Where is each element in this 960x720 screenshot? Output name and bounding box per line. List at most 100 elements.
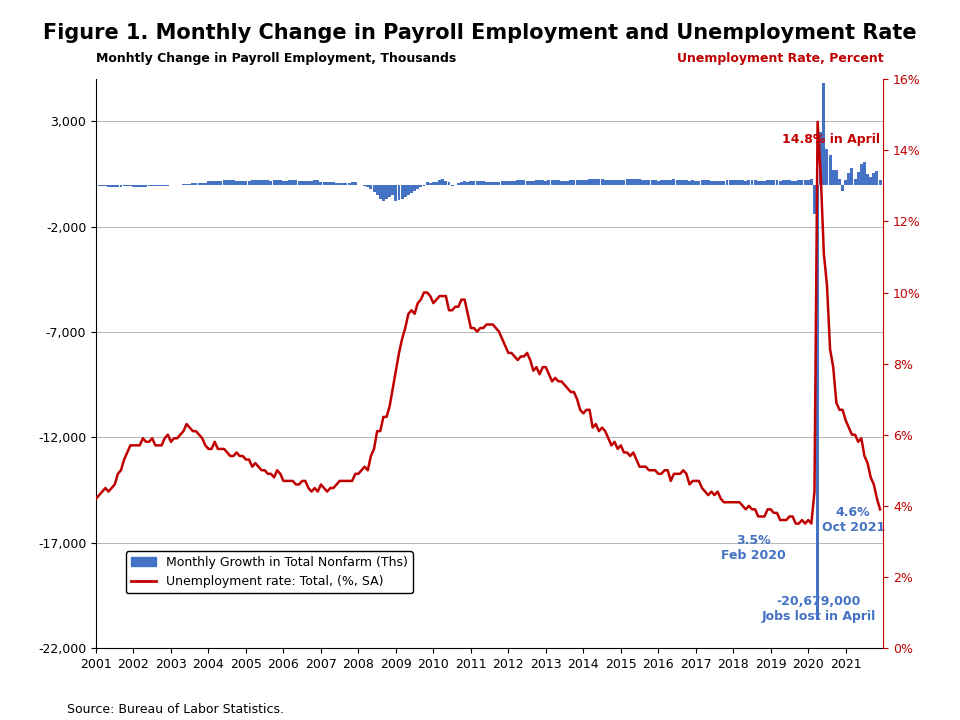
Bar [388,184,391,197]
Bar [766,180,769,184]
Bar [798,180,801,184]
Bar [123,184,126,186]
Bar [651,180,654,184]
Bar [204,183,206,184]
Bar [288,180,291,184]
Bar [576,180,579,184]
Bar [463,181,467,184]
Bar [467,182,469,184]
Bar [716,181,719,184]
Bar [732,180,734,184]
Bar [266,180,270,184]
Bar [876,171,878,184]
Bar [585,180,588,184]
Bar [313,180,316,184]
Bar [270,181,273,184]
Bar [410,184,413,193]
Bar [450,184,453,186]
Bar [303,181,307,184]
Bar [588,179,591,184]
Bar [709,181,713,184]
Text: 4.6%
Oct 2021: 4.6% Oct 2021 [822,506,885,534]
Bar [329,182,332,184]
Bar [345,183,348,184]
Bar [447,182,450,184]
Bar [666,180,669,184]
Bar [539,180,541,184]
Bar [116,184,119,187]
Bar [844,179,847,184]
Bar [684,180,688,184]
Bar [138,184,141,187]
Bar [701,180,704,184]
Bar [226,180,228,184]
Bar [569,180,572,184]
Bar [691,180,694,184]
Bar [148,184,151,186]
Bar [616,180,619,184]
Bar [813,184,816,214]
Bar [522,180,525,184]
Bar [332,182,335,184]
Bar [354,182,357,184]
Bar [551,180,554,184]
Text: Source: Bureau of Labor Statistics.: Source: Bureau of Labor Statistics. [67,703,284,716]
Bar [554,180,557,184]
Bar [413,184,416,191]
Bar [572,180,575,184]
Bar [251,180,253,184]
Bar [145,184,148,186]
Bar [835,170,838,184]
Bar [823,84,826,184]
Bar [248,181,251,184]
Bar [348,183,350,184]
Bar [98,184,101,186]
Bar [497,181,500,184]
Bar [110,184,113,187]
Bar [669,180,672,184]
Bar [479,181,482,184]
Bar [457,183,460,184]
Bar [541,180,544,184]
Bar [273,180,276,184]
Bar [660,180,663,184]
Bar [160,184,163,186]
Text: -20,679,000
Jobs lost in April: -20,679,000 Jobs lost in April [761,595,876,624]
Bar [435,182,438,184]
Bar [826,149,828,184]
Bar [526,181,529,184]
Bar [688,181,691,184]
Bar [856,171,860,184]
Bar [207,181,210,184]
Bar [141,184,144,187]
Bar [632,179,635,184]
Bar [663,180,666,184]
Bar [781,180,784,184]
Bar [492,182,494,184]
Bar [338,183,341,184]
Bar [851,168,853,184]
Bar [94,184,98,186]
Bar [135,184,138,187]
Bar [607,180,610,184]
Bar [751,180,754,184]
Bar [638,179,641,184]
Bar [425,182,428,184]
Bar [316,180,320,184]
Bar [591,179,594,184]
Bar [788,180,791,184]
Bar [516,180,519,184]
Text: Figure 1. Monthly Change in Payroll Employment and Unemployment Rate: Figure 1. Monthly Change in Payroll Empl… [43,23,917,43]
Bar [816,184,819,620]
Bar [779,181,781,184]
Bar [335,183,338,184]
Bar [729,180,732,184]
Bar [442,179,444,184]
Bar [154,184,156,186]
Bar [622,180,625,184]
Bar [404,184,407,197]
Bar [535,180,538,184]
Bar [529,181,532,184]
Bar [475,181,479,184]
Bar [257,180,260,184]
